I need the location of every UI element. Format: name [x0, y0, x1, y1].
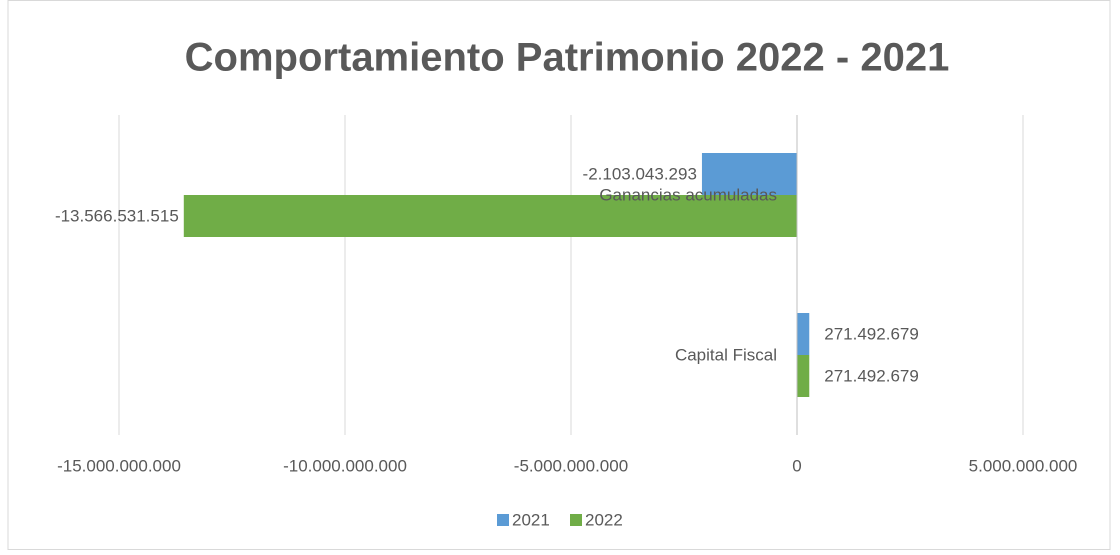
data-label: -2.103.043.293	[583, 164, 697, 183]
data-label: 271.492.679	[824, 366, 919, 385]
x-tick-label: -10.000.000.000	[283, 456, 407, 475]
bar	[797, 355, 810, 397]
x-tick-label: 5.000.000.000	[969, 456, 1078, 475]
data-label: 271.492.679	[824, 324, 919, 343]
category-label: Ganancias acumuladas	[599, 185, 777, 204]
x-tick-label: 0	[792, 456, 801, 475]
legend-swatch	[497, 514, 509, 526]
legend-label: 2021	[512, 510, 550, 529]
bar	[183, 195, 797, 237]
legend-swatch	[570, 514, 582, 526]
x-tick-label: -15.000.000.000	[57, 456, 181, 475]
bar	[797, 313, 810, 355]
chart-title: Comportamiento Patrimonio 2022 - 2021	[185, 36, 950, 80]
chart-border	[7, 0, 1111, 550]
legend-label: 2022	[585, 510, 623, 529]
x-tick-label: -5.000.000.000	[514, 456, 628, 475]
data-label: -13.566.531.515	[55, 206, 179, 225]
bar	[701, 153, 797, 195]
category-label: Capital Fiscal	[675, 345, 777, 364]
